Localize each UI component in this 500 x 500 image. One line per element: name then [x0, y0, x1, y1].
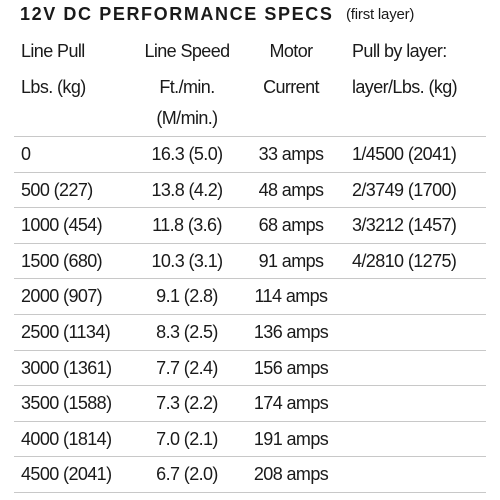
- cell: 174 amps: [253, 393, 329, 414]
- column-header: Line Speed: [144, 41, 230, 61]
- cell: 4/2810 (1275): [352, 250, 457, 271]
- cell: 8.3 (2.5): [156, 322, 218, 342]
- cell: 11.8 (3.6): [152, 215, 222, 236]
- cell: 114 amps: [254, 286, 329, 307]
- row-separator: [14, 314, 486, 315]
- cell: 1500 (680): [21, 250, 103, 271]
- cell: 10.3 (3.1): [151, 250, 223, 271]
- row-separator: [14, 420, 486, 422]
- cell: 3500 (1588): [21, 393, 112, 414]
- cell: 48 amps: [258, 179, 324, 200]
- row-separator: [14, 278, 486, 280]
- row-separator: [14, 207, 486, 209]
- row-separator: [14, 456, 486, 458]
- cell: 136 amps: [253, 322, 329, 342]
- title: 12V DC PERFORMANCE SPECS: [20, 4, 334, 24]
- cell: 6.7 (2.0): [156, 464, 218, 485]
- cell: 68 amps: [258, 215, 324, 236]
- row-separator: [14, 349, 486, 351]
- column-header: Current: [263, 77, 319, 97]
- cell: 500 (227): [21, 179, 93, 200]
- cell: 4500 (2041): [21, 464, 112, 485]
- cell: 1/4500 (2041): [352, 144, 457, 164]
- cell: 7.3 (2.2): [156, 393, 218, 414]
- cell: 191 amps: [253, 428, 329, 449]
- row-separator: [14, 385, 486, 387]
- cell: 13.8 (4.2): [151, 179, 223, 200]
- cell: 33 amps: [258, 144, 324, 164]
- cell: 7.0 (2.1): [156, 428, 218, 449]
- cell: 4000 (1814): [21, 428, 112, 449]
- cell: 7.7 (2.4): [156, 357, 218, 378]
- title-note: (first layer): [346, 6, 415, 23]
- cell: 0: [21, 144, 31, 164]
- cell: 208 amps: [253, 464, 329, 485]
- column-header: Line Pull: [21, 41, 85, 61]
- row-separator: [14, 171, 486, 173]
- cell: 2500 (1134): [21, 322, 111, 342]
- column-header: (M/min.): [156, 108, 218, 128]
- column-header: Motor: [269, 41, 313, 61]
- row-separator: [14, 136, 486, 137]
- cell: 91 amps: [258, 250, 324, 271]
- column-header: Lbs. (kg): [21, 77, 86, 97]
- cell: 16.3 (5.0): [151, 144, 223, 164]
- cell: 9.1 (2.8): [156, 286, 218, 307]
- row-separator: [14, 242, 486, 244]
- cell: 2/3749 (1700): [352, 179, 457, 200]
- cell: 3/3212 (1457): [352, 215, 457, 236]
- column-header: Pull by layer:: [352, 41, 447, 61]
- cell: 156 amps: [253, 357, 329, 378]
- column-header: Ft./min.: [159, 77, 215, 97]
- row-separator: [14, 492, 486, 493]
- column-header: layer/Lbs. (kg): [352, 77, 458, 97]
- cell: 1000 (454): [21, 215, 103, 236]
- cell: 3000 (1361): [21, 357, 112, 378]
- cell: 2000 (907): [21, 286, 103, 307]
